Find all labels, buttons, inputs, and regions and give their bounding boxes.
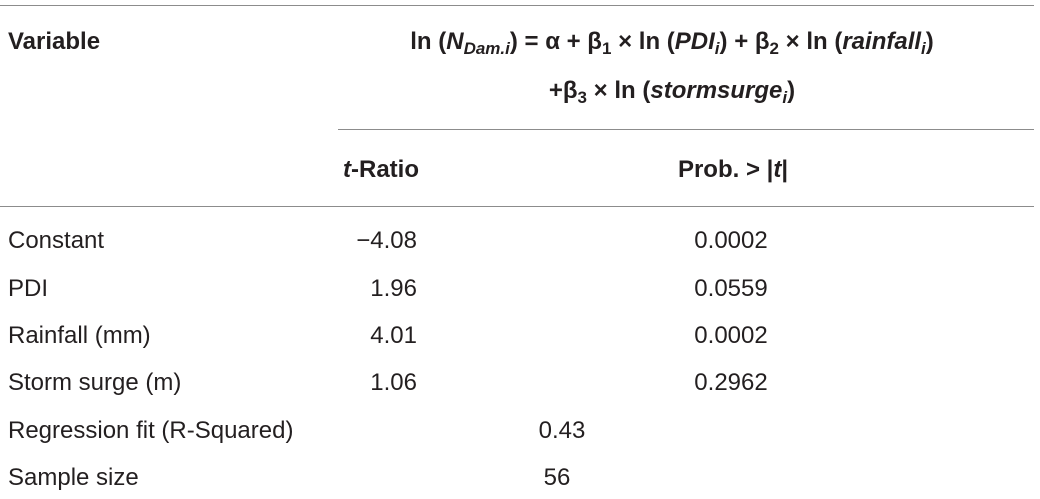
formula-part: ) = α + β xyxy=(509,28,602,55)
formula-part: ) xyxy=(925,28,934,55)
formula-part: ) + β xyxy=(719,28,770,55)
formula-part: ln ( xyxy=(410,28,447,55)
row-label: Storm surge (m) xyxy=(8,369,182,396)
top-rule xyxy=(0,5,1034,6)
header-part: -Ratio xyxy=(351,156,419,183)
formula-line: ln (NDam.i) = α + β1 × ln (PDIi) + β2 × … xyxy=(410,27,934,57)
row-label: PDI xyxy=(8,275,49,302)
prob-cell: 0.0002 xyxy=(694,322,768,349)
header-part: Prob. > | xyxy=(677,156,774,183)
formula-part: 3 xyxy=(577,88,588,107)
t-ratio-cell: 4.01 xyxy=(370,322,417,349)
formula-rule xyxy=(338,129,1034,130)
t-ratio-cell: 1.06 xyxy=(370,369,417,396)
formula-part: +β xyxy=(548,77,578,104)
header-part: t xyxy=(343,156,351,183)
formula-part: 2 xyxy=(769,39,779,58)
formula-part: Dam.i xyxy=(463,39,510,58)
row-label: Constant xyxy=(8,227,105,254)
summary-cell: 56 xyxy=(543,464,571,491)
column-header: Prob. > |t| xyxy=(678,155,788,185)
formula-part: × ln ( xyxy=(779,28,843,55)
prob-cell: 0.0559 xyxy=(694,275,768,302)
formula-part: stormsurge xyxy=(650,77,783,104)
formula-part: i xyxy=(782,88,788,107)
row-label: Sample size xyxy=(8,464,139,491)
formula-part: i xyxy=(714,39,720,58)
summary-cell: 0.43 xyxy=(538,417,586,444)
formula-part: × ln ( xyxy=(611,28,675,55)
header-part: | xyxy=(781,156,789,183)
row-label: Regression fit (R-Squared) xyxy=(8,417,294,444)
formula-part: × ln ( xyxy=(587,77,651,104)
row-label: Rainfall (mm) xyxy=(8,322,151,349)
formula-part: PDI xyxy=(674,28,715,55)
formula-part: rainfall xyxy=(842,28,922,55)
header-part: t xyxy=(773,156,782,183)
prob-cell: 0.0002 xyxy=(694,227,768,254)
formula-part: ) xyxy=(787,77,796,104)
prob-cell: 0.2962 xyxy=(694,369,768,396)
formula-part: i xyxy=(921,39,926,58)
column-header: Variable xyxy=(8,28,101,55)
formula-part: 1 xyxy=(601,39,612,58)
header-rule xyxy=(0,206,1034,207)
formula-line: +β3 × ln (stormsurgei) xyxy=(549,76,795,106)
t-ratio-cell: −4.08 xyxy=(356,227,417,254)
column-header: t-Ratio xyxy=(343,155,419,185)
t-ratio-cell: 1.96 xyxy=(370,275,417,302)
formula-part: N xyxy=(446,28,464,55)
